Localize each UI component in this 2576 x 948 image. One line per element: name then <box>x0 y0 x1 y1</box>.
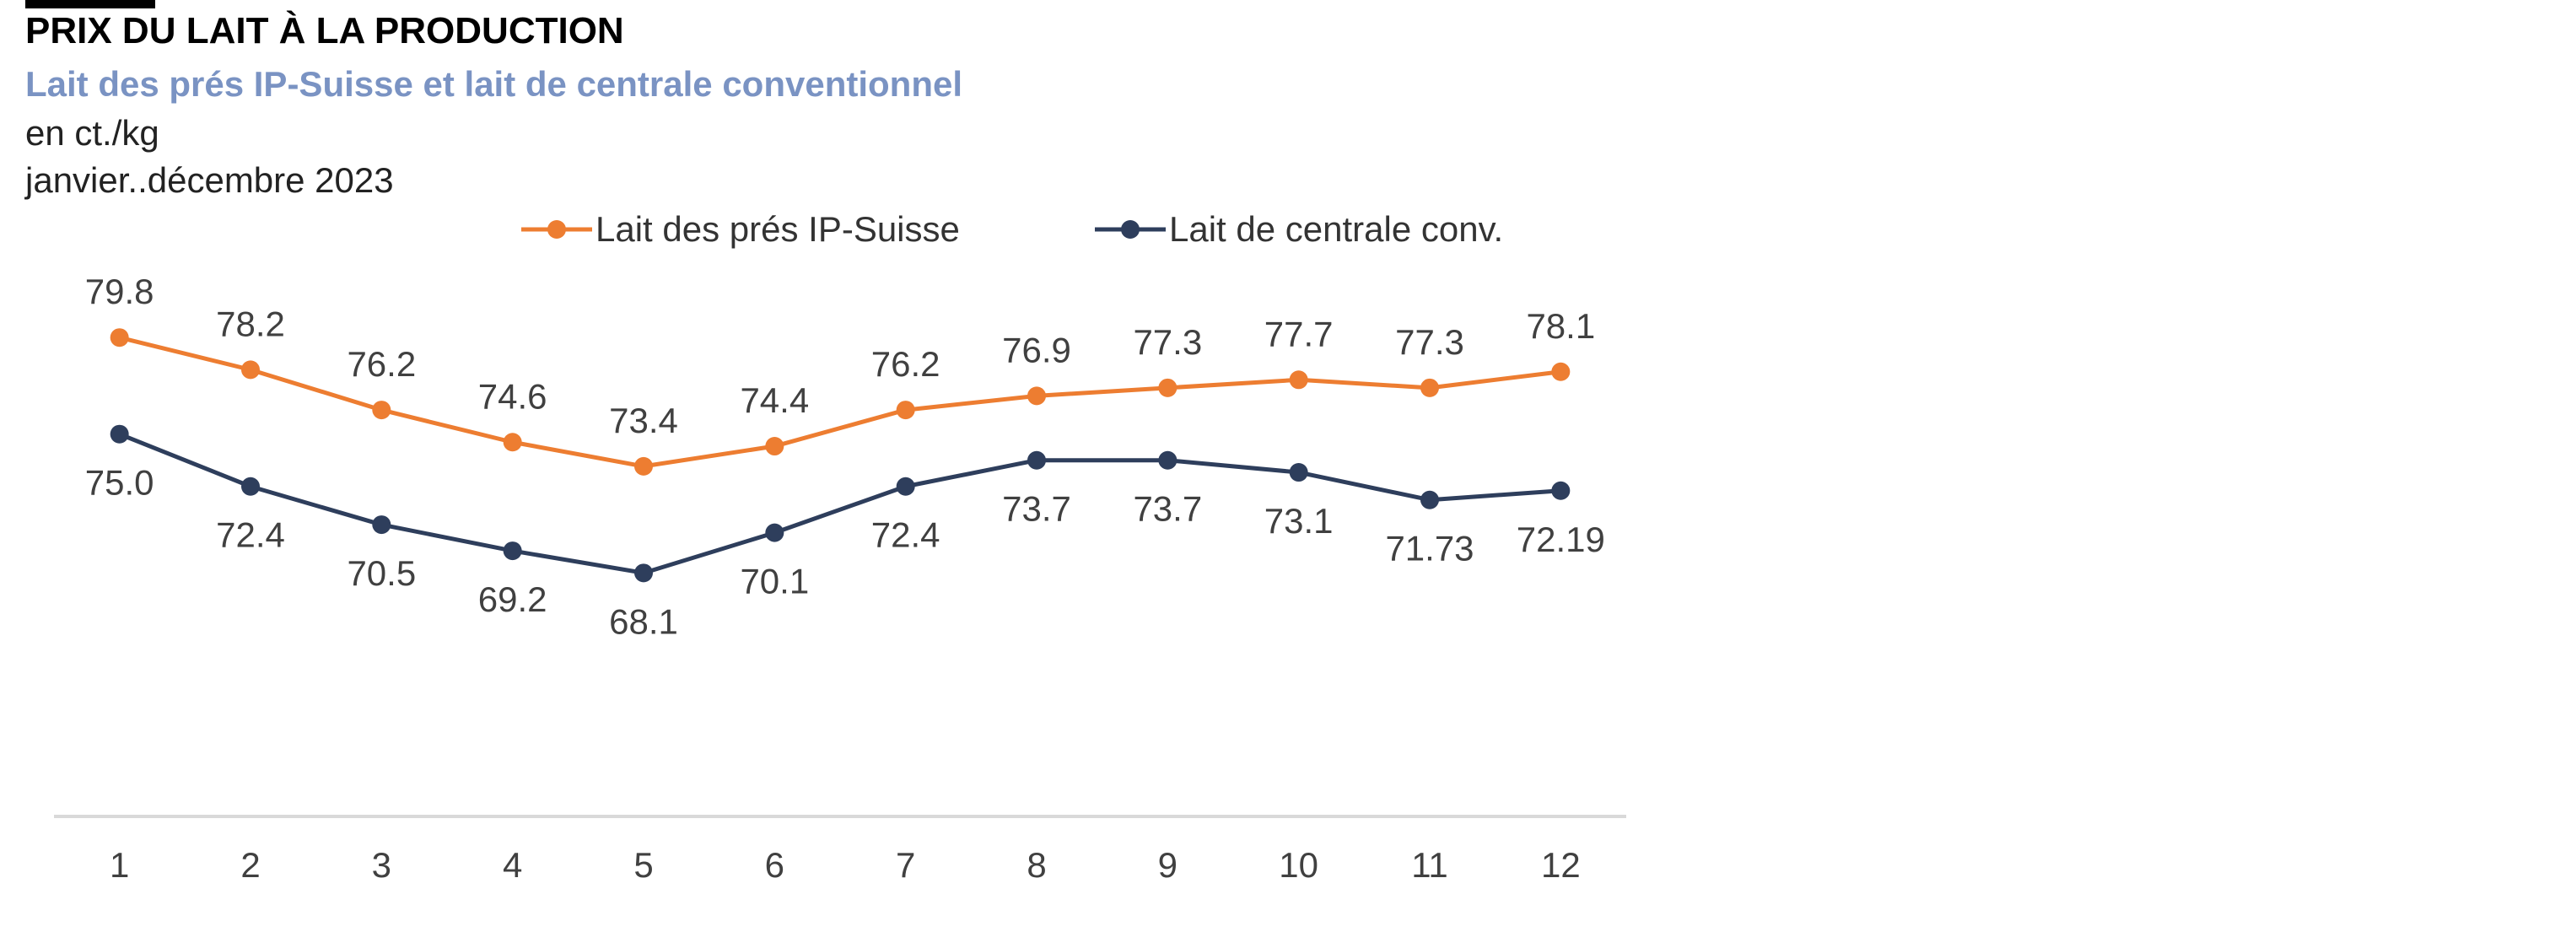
data-label-conv: 73.1 <box>1264 501 1334 541</box>
data-label-ipsuisse: 76.2 <box>871 344 940 384</box>
legend-item-conv[interactable]: Lait de centrale conv. <box>1093 206 1503 253</box>
data-point-conv <box>372 515 391 535</box>
x-tick-label: 3 <box>372 845 391 885</box>
legend-dot-ipsuisse <box>547 220 566 239</box>
data-label-conv: 70.5 <box>347 553 416 593</box>
series-line-ipsuisse <box>119 335 1561 469</box>
data-label-ipsuisse: 76.9 <box>1002 330 1071 369</box>
data-point-ipsuisse <box>1420 378 1439 397</box>
legend-item-ipsuisse[interactable]: Lait des prés IP-Suisse <box>520 206 960 253</box>
data-point-ipsuisse <box>1027 386 1046 406</box>
data-point-conv <box>1551 481 1571 500</box>
data-label-ipsuisse: 73.4 <box>609 401 678 440</box>
data-point-conv <box>1420 490 1439 509</box>
data-label-ipsuisse: 77.7 <box>1264 314 1334 353</box>
data-label-ipsuisse: 74.4 <box>740 380 809 420</box>
data-label-conv: 68.1 <box>609 601 678 641</box>
data-label-conv: 73.7 <box>1002 489 1071 529</box>
series-line-conv <box>118 432 1561 575</box>
chart-subtitle: Lait des prés IP-Suisse et lait de centr… <box>25 64 963 104</box>
data-point-conv <box>110 424 129 444</box>
legend-label-ipsuisse: Lait des prés IP-Suisse <box>595 209 960 249</box>
x-tick-label: 6 <box>765 845 784 885</box>
data-point-conv <box>896 477 915 496</box>
chart-period: janvier..décembre 2023 <box>25 160 394 200</box>
data-label-conv: 71.73 <box>1385 529 1474 568</box>
data-point-ipsuisse <box>765 437 784 456</box>
x-tick-label: 1 <box>110 845 129 885</box>
legend-dot-conv <box>1121 220 1140 239</box>
data-label-conv: 75.0 <box>85 463 154 503</box>
data-point-ipsuisse <box>372 401 391 420</box>
data-label-ipsuisse: 79.8 <box>85 272 154 311</box>
chart-unit: en ct./kg <box>25 113 159 153</box>
data-point-ipsuisse <box>1158 378 1178 397</box>
x-tick-label: 4 <box>503 845 522 885</box>
data-label-ipsuisse: 78.1 <box>1526 306 1595 346</box>
data-label-conv: 69.2 <box>478 579 547 619</box>
data-label-ipsuisse: 77.3 <box>1133 322 1202 362</box>
data-point-conv <box>503 541 522 561</box>
data-point-ipsuisse <box>241 360 260 380</box>
data-label-conv: 72.4 <box>216 515 285 555</box>
data-point-ipsuisse <box>634 456 653 476</box>
data-point-conv <box>241 477 260 496</box>
x-tick-label: 11 <box>1411 845 1448 885</box>
data-point-ipsuisse <box>503 433 522 452</box>
data-point-conv <box>1289 463 1308 482</box>
data-point-conv <box>765 523 784 542</box>
data-label-conv: 72.4 <box>871 515 940 555</box>
data-label-ipsuisse: 77.3 <box>1395 322 1464 362</box>
data-label-conv: 73.7 <box>1133 489 1202 529</box>
data-point-conv <box>634 563 653 583</box>
x-tick-label: 8 <box>1027 845 1046 885</box>
header-accent-bar <box>25 0 155 8</box>
legend-marker-conv <box>1095 220 1166 239</box>
data-label-conv: 72.19 <box>1517 520 1605 559</box>
data-label-ipsuisse: 78.2 <box>216 304 285 343</box>
x-tick-label: 5 <box>633 845 653 885</box>
x-tick-label: 12 <box>1541 845 1581 885</box>
data-point-conv <box>1158 450 1178 470</box>
x-tick-label: 2 <box>240 845 260 885</box>
chart-title: PRIX DU LAIT À LA PRODUCTION <box>25 10 624 51</box>
x-tick-label: 7 <box>896 845 915 885</box>
data-point-ipsuisse <box>896 401 915 420</box>
x-tick-label: 10 <box>1279 845 1318 885</box>
data-point-ipsuisse <box>1551 362 1571 381</box>
data-point-conv <box>1027 450 1046 470</box>
legend-label-conv: Lait de centrale conv. <box>1169 209 1504 249</box>
legend-marker-ipsuisse <box>521 220 592 239</box>
data-label-ipsuisse: 76.2 <box>347 344 416 384</box>
data-label-conv: 70.1 <box>740 562 809 601</box>
data-point-ipsuisse <box>1289 370 1308 390</box>
x-tick-label: 9 <box>1158 845 1178 885</box>
data-point-ipsuisse <box>110 328 129 347</box>
data-label-ipsuisse: 74.6 <box>478 376 547 416</box>
